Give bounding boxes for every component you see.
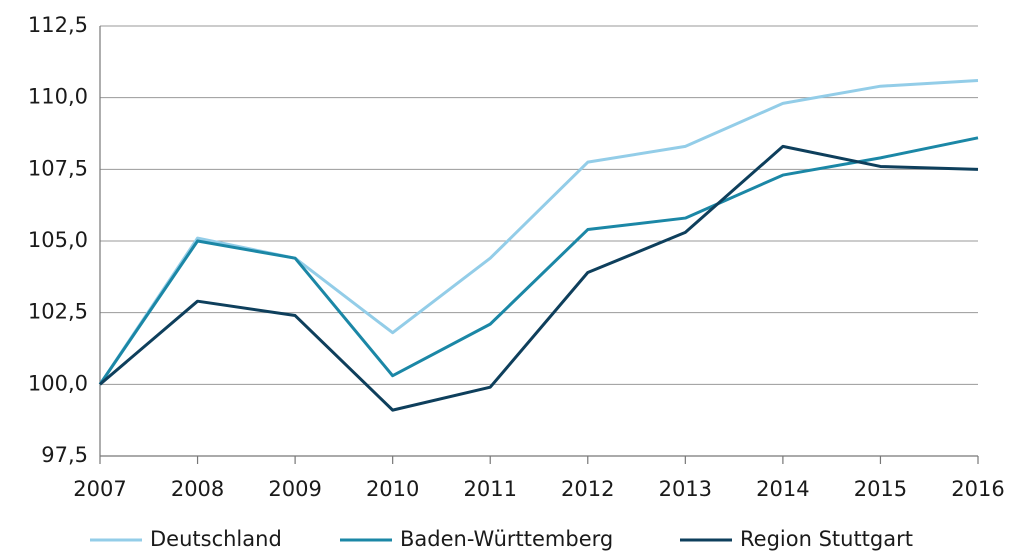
y-tick-label: 102,5: [28, 300, 88, 324]
y-tick-label: 112,5: [28, 13, 88, 37]
x-tick-label: 2014: [756, 477, 809, 501]
x-tick-label: 2011: [463, 477, 516, 501]
y-tick-label: 100,0: [28, 371, 88, 395]
legend-label: Deutschland: [150, 527, 282, 551]
x-tick-label: 2015: [854, 477, 907, 501]
legend-label: Baden-Württemberg: [400, 527, 613, 551]
x-tick-label: 2016: [951, 477, 1004, 501]
legend-label: Region Stuttgart: [740, 527, 913, 551]
x-tick-label: 2008: [171, 477, 224, 501]
series-line: [99, 144, 979, 412]
x-tick-label: 2009: [268, 477, 321, 501]
y-tick-label: 105,0: [28, 228, 88, 252]
x-tick-label: 2010: [366, 477, 419, 501]
series-line: [98, 78, 979, 386]
series-line: [98, 136, 979, 386]
x-tick-label: 2013: [659, 477, 712, 501]
x-tick-label: 2007: [73, 477, 126, 501]
y-tick-label: 97,5: [41, 443, 88, 467]
x-tick-label: 2012: [561, 477, 614, 501]
y-tick-label: 107,5: [28, 156, 88, 180]
y-tick-label: 110,0: [28, 85, 88, 109]
